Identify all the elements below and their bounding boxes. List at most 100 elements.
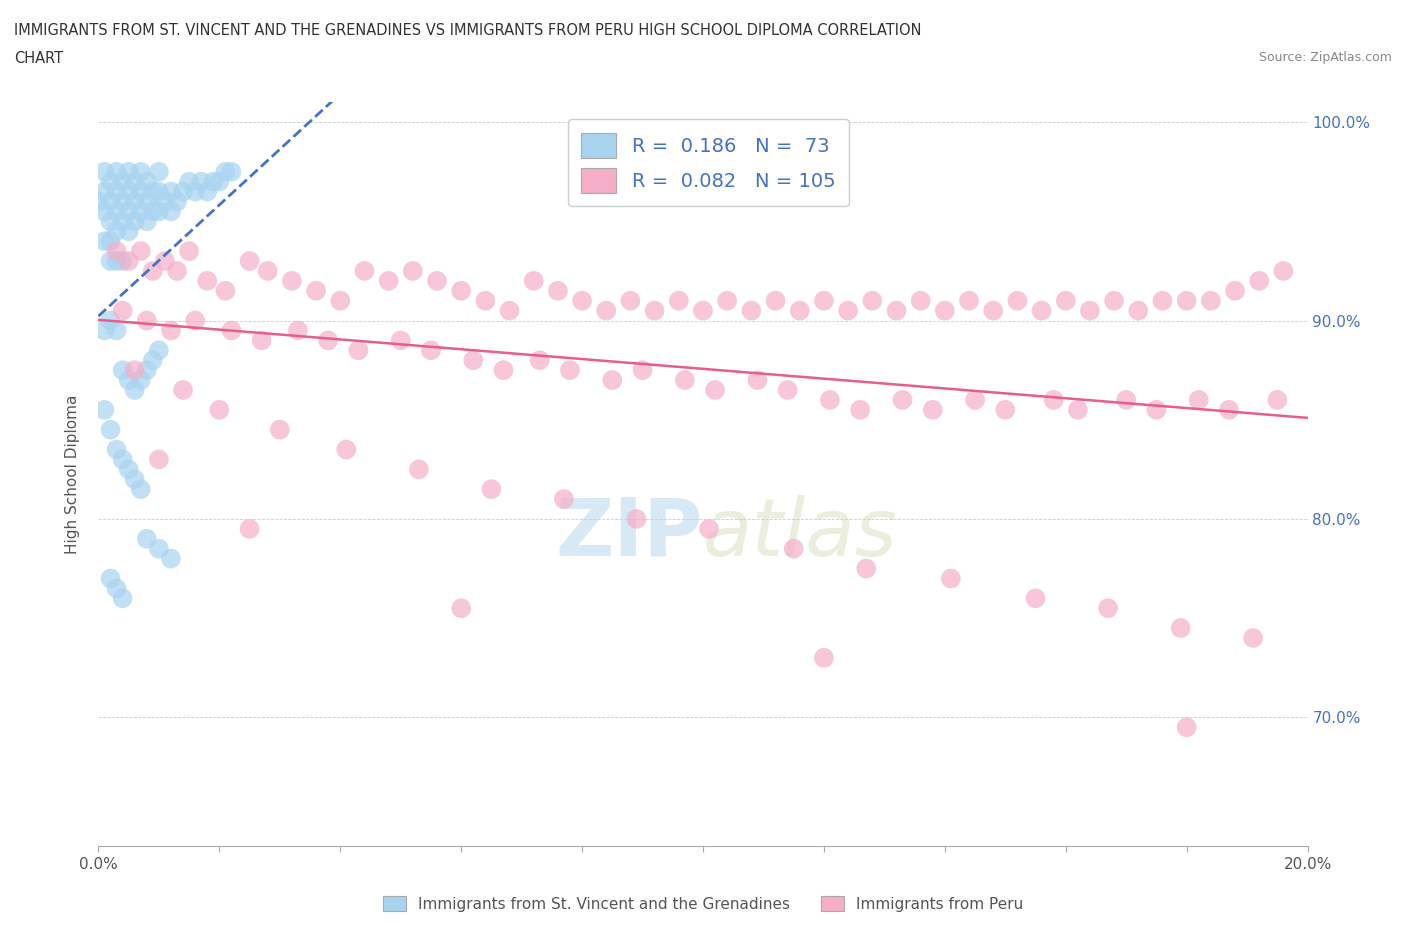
Point <box>891 392 914 407</box>
Point <box>849 403 872 418</box>
Point <box>558 363 581 378</box>
Point <box>965 392 987 407</box>
Point <box>1102 293 1125 308</box>
Point <box>135 214 157 229</box>
Point <box>100 174 122 189</box>
Point <box>221 165 243 179</box>
Point <box>463 352 485 367</box>
Point <box>195 273 218 288</box>
Point <box>692 303 714 318</box>
Point <box>179 174 201 189</box>
Point <box>347 343 370 358</box>
Point <box>644 303 666 318</box>
Point <box>118 373 141 388</box>
Point <box>124 363 146 378</box>
Point <box>776 382 799 397</box>
Point <box>287 323 309 338</box>
Point <box>957 293 980 308</box>
Point <box>105 244 128 259</box>
Point <box>135 174 157 189</box>
Point <box>697 522 720 537</box>
Point <box>716 293 738 308</box>
Legend: R =  0.186   N =  73, R =  0.082   N = 105: R = 0.186 N = 73, R = 0.082 N = 105 <box>568 119 849 206</box>
Point <box>111 214 134 229</box>
Point <box>571 293 593 308</box>
Point <box>129 482 152 497</box>
Point <box>87 194 110 209</box>
Point <box>921 403 943 418</box>
Point <box>529 352 551 367</box>
Point <box>1031 303 1053 318</box>
Point <box>179 244 201 259</box>
Point <box>547 284 569 299</box>
Point <box>1241 631 1264 645</box>
Point <box>389 333 412 348</box>
Point <box>148 184 170 199</box>
Point <box>740 303 762 318</box>
Point <box>602 373 624 388</box>
Point <box>1199 293 1222 308</box>
Point <box>129 184 152 199</box>
Point <box>1175 293 1198 308</box>
Point <box>837 303 859 318</box>
Point <box>148 343 170 358</box>
Point <box>619 293 641 308</box>
Point <box>111 174 134 189</box>
Point <box>1152 293 1174 308</box>
Point <box>166 194 188 209</box>
Point <box>269 422 291 437</box>
Point <box>474 293 496 308</box>
Point <box>124 194 146 209</box>
Point <box>100 233 122 248</box>
Point <box>135 194 157 209</box>
Point <box>1078 303 1101 318</box>
Text: IMMIGRANTS FROM ST. VINCENT AND THE GRENADINES VS IMMIGRANTS FROM PERU HIGH SCHO: IMMIGRANTS FROM ST. VINCENT AND THE GREN… <box>14 23 921 38</box>
Point <box>1042 392 1064 407</box>
Point <box>93 204 115 219</box>
Point <box>1054 293 1077 308</box>
Point <box>172 382 194 397</box>
Point <box>202 174 225 189</box>
Point <box>1188 392 1211 407</box>
Point <box>118 204 141 219</box>
Point <box>256 263 278 278</box>
Point <box>105 165 128 179</box>
Point <box>111 194 134 209</box>
Point <box>208 403 231 418</box>
Point <box>111 254 134 269</box>
Point <box>148 204 170 219</box>
Point <box>1007 293 1029 308</box>
Point <box>124 174 146 189</box>
Point <box>481 482 503 497</box>
Text: CHART: CHART <box>14 51 63 66</box>
Point <box>939 571 962 586</box>
Point <box>281 273 304 288</box>
Point <box>129 204 152 219</box>
Point <box>523 273 546 288</box>
Point <box>250 333 273 348</box>
Point <box>818 392 841 407</box>
Point <box>100 571 122 586</box>
Point <box>239 522 262 537</box>
Point <box>100 254 122 269</box>
Point <box>93 323 115 338</box>
Point <box>1067 403 1090 418</box>
Point <box>184 313 207 328</box>
Point <box>118 184 141 199</box>
Point <box>492 363 515 378</box>
Point <box>408 462 430 477</box>
Point <box>184 184 207 199</box>
Point <box>142 184 165 199</box>
Point <box>100 313 122 328</box>
Point <box>160 204 183 219</box>
Point <box>1267 392 1289 407</box>
Point <box>93 233 115 248</box>
Point <box>153 194 176 209</box>
Point <box>118 224 141 239</box>
Point <box>100 194 122 209</box>
Point <box>353 263 375 278</box>
Point <box>1115 392 1137 407</box>
Point <box>1128 303 1150 318</box>
Point <box>329 293 352 308</box>
Point <box>135 531 157 546</box>
